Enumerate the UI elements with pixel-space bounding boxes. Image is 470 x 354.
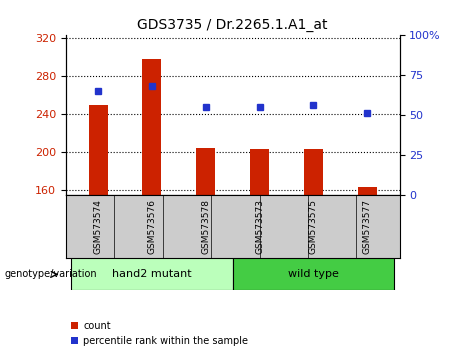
- Text: wild type: wild type: [288, 269, 339, 279]
- Bar: [250, 149, 269, 195]
- Text: hand2 mutant: hand2 mutant: [112, 269, 192, 279]
- Bar: [142, 59, 161, 195]
- Bar: [89, 105, 108, 195]
- Text: GSM573576: GSM573576: [148, 199, 157, 254]
- Bar: [71, 258, 233, 290]
- Title: GDS3735 / Dr.2265.1.A1_at: GDS3735 / Dr.2265.1.A1_at: [137, 18, 328, 32]
- Text: genotype/variation: genotype/variation: [5, 269, 97, 279]
- Legend: count, percentile rank within the sample: count, percentile rank within the sample: [70, 321, 248, 346]
- Text: GSM573573: GSM573573: [255, 199, 264, 254]
- Text: GSM573577: GSM573577: [363, 199, 372, 254]
- Text: GSM573575: GSM573575: [309, 199, 318, 254]
- Text: GSM573574: GSM573574: [94, 199, 102, 254]
- Bar: [304, 149, 323, 195]
- Text: GSM573578: GSM573578: [201, 199, 210, 254]
- Bar: [358, 187, 376, 195]
- Bar: [196, 148, 215, 195]
- Bar: [233, 258, 394, 290]
